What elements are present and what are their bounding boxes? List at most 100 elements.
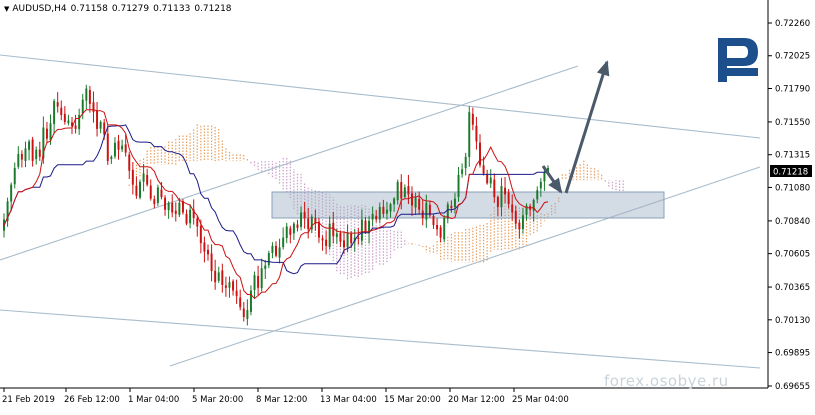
candle-body <box>321 238 324 241</box>
candle-body <box>31 139 34 161</box>
candle-body <box>160 189 163 198</box>
tenkan-sen-line <box>3 109 549 300</box>
price-axis: 0.72260 0.72025 0.71790 0.71550 0.71315 0.710… <box>768 19 810 392</box>
watermark: forex.osobye.ru <box>604 372 729 390</box>
candle-body <box>353 237 356 242</box>
candle-body <box>335 233 338 237</box>
candle-body <box>217 272 220 281</box>
candle-body <box>128 154 131 171</box>
candle-body <box>496 196 499 207</box>
candle-body <box>42 127 45 159</box>
candle-body <box>396 181 399 201</box>
candle-body <box>142 173 145 182</box>
candle-body <box>310 216 313 230</box>
candle-body <box>278 247 281 258</box>
candle-body <box>199 225 202 244</box>
close-value: 0.71218 <box>194 4 232 14</box>
kijun-sen-line <box>3 124 548 275</box>
candle-body <box>346 232 349 248</box>
candle-body <box>368 220 371 233</box>
candle-body <box>210 253 213 272</box>
channel-line <box>0 309 761 369</box>
channel-line <box>0 54 761 139</box>
candle-body <box>382 206 385 214</box>
candle-body <box>35 149 38 160</box>
candle-body <box>257 276 260 288</box>
open-value: 0.71158 <box>70 4 108 14</box>
candle-body <box>192 209 195 219</box>
trend-channel-lines <box>0 54 761 369</box>
candle-body <box>17 153 20 167</box>
candle-body <box>364 220 367 233</box>
candle-body <box>325 239 328 246</box>
candle-body <box>10 184 13 202</box>
candle-body <box>232 281 235 291</box>
candle-body <box>493 179 496 198</box>
candle-body <box>418 199 421 210</box>
y-tick-label: 0.71550 <box>775 118 810 128</box>
channel-line <box>0 65 579 261</box>
candle-body <box>532 199 535 211</box>
candle-body <box>113 142 116 157</box>
low-value: 0.71133 <box>153 4 191 14</box>
candle-body <box>121 145 124 150</box>
channel-line <box>169 166 761 367</box>
candle-body <box>181 201 184 213</box>
candle-body <box>292 223 295 234</box>
candle-body <box>332 222 335 237</box>
candle-body <box>99 121 102 129</box>
candle-body <box>314 218 317 224</box>
candle-body <box>271 245 274 253</box>
candle-body <box>514 210 517 224</box>
candle-body <box>504 187 507 195</box>
candle-body <box>432 216 435 226</box>
candle-body <box>146 174 149 185</box>
candle-body <box>224 285 227 288</box>
candle-body <box>296 224 299 228</box>
candle-body <box>249 290 252 312</box>
candle-body <box>221 270 224 285</box>
candle-body <box>521 215 524 229</box>
candle-body <box>28 141 31 150</box>
candle-body <box>207 249 209 255</box>
candle-body <box>67 120 70 124</box>
candle-body <box>471 113 474 125</box>
candle-body <box>371 213 374 220</box>
candle-body <box>539 181 542 189</box>
candle-body <box>500 186 503 208</box>
candle-body <box>139 181 141 198</box>
candle-body <box>167 202 170 211</box>
candle-body <box>343 240 345 248</box>
candle-body <box>446 204 449 219</box>
candle-body <box>543 172 546 182</box>
candle-body <box>511 204 514 213</box>
down-forecast-arrow-head <box>548 177 563 194</box>
candle-body <box>300 212 303 227</box>
candle-body <box>436 225 439 230</box>
svg-text:0.71218: 0.71218 <box>773 168 808 178</box>
candle-body <box>63 113 66 122</box>
candle-body <box>385 209 388 214</box>
candle-body <box>153 199 156 205</box>
forecast-arrows <box>541 60 610 194</box>
candle-body <box>375 215 378 220</box>
candle-body <box>400 182 403 199</box>
candle-body <box>393 198 396 205</box>
y-tick-label: 0.71315 <box>775 151 810 161</box>
x-tick-label: 20 Mar 12:00 <box>448 395 505 405</box>
y-tick-label: 0.71080 <box>775 183 810 193</box>
candle-body <box>164 197 167 210</box>
y-tick-label: 0.69895 <box>775 349 810 359</box>
candle-body <box>103 122 106 135</box>
y-tick-label: 0.69655 <box>775 382 810 392</box>
x-tick-label: 15 Mar 20:00 <box>384 395 441 405</box>
candle-body <box>489 177 492 184</box>
candle-body <box>38 149 41 157</box>
collapse-triangle-icon[interactable]: ▼ <box>4 5 10 13</box>
candle-body <box>96 110 99 129</box>
up-forecast-arrow-head <box>596 60 610 77</box>
candle-body <box>407 186 410 195</box>
candle-body <box>303 211 306 219</box>
